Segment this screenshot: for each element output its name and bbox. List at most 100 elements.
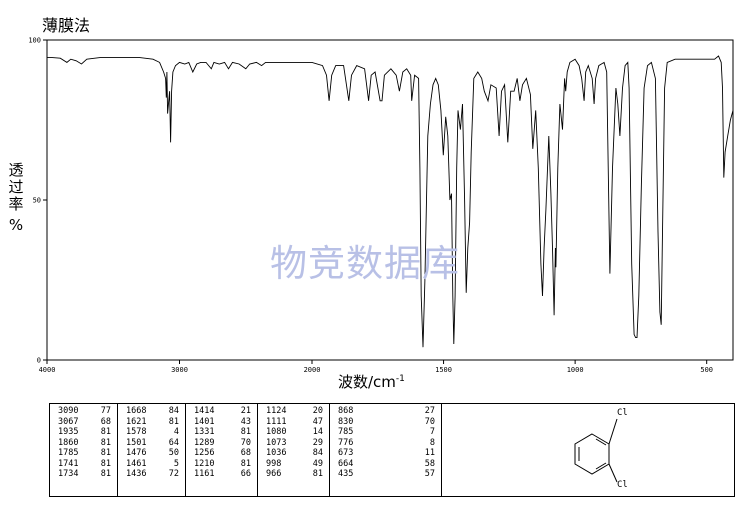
peak-transmittance: 20 — [312, 406, 323, 416]
double-bond — [595, 438, 607, 446]
peak-row: 435 57 — [330, 469, 441, 480]
peak-column: 3090 77 3067 68 1935 81 1860 81 1785 81 1741 81 1734… — [50, 404, 118, 496]
peak-row: 776 8 — [330, 438, 441, 449]
y-axis-ticks: 100 50 0 — [28, 37, 47, 365]
peak-transmittance: 11 — [424, 448, 435, 458]
peak-row: 1401 43 — [186, 417, 257, 428]
peak-wavenumber: 3090 — [58, 406, 79, 416]
peak-transmittance: 8 — [429, 437, 435, 448]
double-bond — [595, 462, 607, 470]
y-axis-label-char: % — [8, 216, 24, 234]
peak-transmittance: 43 — [240, 416, 251, 427]
peak-wavenumber: 664 — [338, 458, 354, 469]
peak-transmittance: 81 — [100, 448, 111, 458]
peak-row: 868 27 — [330, 406, 441, 417]
peak-transmittance: 81 — [240, 458, 251, 469]
peak-wavenumber: 1161 — [194, 469, 215, 479]
y-tick-label: 100 — [28, 37, 41, 45]
x-axis-label-exponent: -1 — [395, 374, 405, 384]
peak-row: 1734 81 — [50, 469, 117, 480]
peak-wavenumber: 3067 — [58, 416, 79, 427]
peak-wavenumber: 1860 — [58, 437, 79, 448]
x-tick-label: 4000 — [39, 366, 56, 374]
structure-panel: Cl Cl — [442, 404, 734, 496]
plot-frame — [46, 39, 734, 361]
peak-row: 1289 70 — [186, 438, 257, 449]
peak-row: 664 58 — [330, 459, 441, 470]
peak-wavenumber: 1401 — [194, 416, 215, 427]
spectrum-line — [47, 55, 734, 348]
peak-transmittance: 70 — [424, 416, 435, 427]
peak-row: 1935 81 — [50, 427, 117, 438]
peak-wavenumber: 1476 — [126, 448, 147, 458]
x-tick-label: 500 — [700, 366, 713, 374]
peak-wavenumber: 1414 — [194, 406, 215, 416]
x-tick-label: 3000 — [171, 366, 188, 374]
y-axis-label-char: 过 — [8, 178, 24, 196]
peak-row: 1124 20 — [258, 406, 329, 417]
peak-table: Cl Cl 3090 77 3067 68 1935 81 1860 81 1785 81 1741… — [49, 403, 735, 497]
peak-transmittance: 81 — [100, 458, 111, 469]
chlorine-label: Cl — [617, 480, 628, 490]
peak-transmittance: 5 — [173, 458, 179, 469]
peak-transmittance: 68 — [240, 448, 251, 458]
peak-transmittance: 70 — [240, 437, 251, 448]
peak-wavenumber: 868 — [338, 406, 354, 416]
peak-row: 1461 5 — [118, 459, 185, 470]
x-axis-label-text: 波数/cm — [338, 373, 396, 391]
peak-row: 830 70 — [330, 417, 441, 428]
peak-row: 1578 4 — [118, 427, 185, 438]
peak-wavenumber: 1080 — [266, 427, 287, 437]
y-tick-label: 0 — [37, 357, 41, 365]
peak-transmittance: 49 — [312, 458, 323, 469]
peak-transmittance: 58 — [424, 458, 435, 469]
peak-transmittance: 81 — [100, 427, 111, 437]
peak-transmittance: 66 — [240, 469, 251, 479]
peak-column: 1414 21 1401 43 1331 81 1289 70 1256 68 1210 81 1161… — [186, 404, 258, 496]
peak-transmittance: 57 — [424, 469, 435, 479]
peak-wavenumber: 1461 — [126, 458, 147, 469]
peak-wavenumber: 1501 — [126, 437, 147, 448]
peak-row: 1621 81 — [118, 417, 185, 428]
peak-row: 1161 66 — [186, 469, 257, 480]
peak-transmittance: 81 — [168, 416, 179, 427]
peak-row: 1073 29 — [258, 438, 329, 449]
peak-transmittance: 47 — [312, 416, 323, 427]
peak-column: 1668 84 1621 81 1578 4 1501 64 1476 50 1461 5 1436 72 — [118, 404, 186, 496]
peak-wavenumber: 1124 — [266, 406, 287, 416]
peak-transmittance: 29 — [312, 437, 323, 448]
y-axis-label-char: 率 — [8, 195, 24, 213]
peak-wavenumber: 1621 — [126, 416, 147, 427]
x-axis-ticks: 4000 3000 2000 1500 1000 500 — [39, 360, 713, 374]
peak-row: 1080 14 — [258, 427, 329, 438]
peak-wavenumber: 1036 — [266, 448, 287, 458]
peak-transmittance: 84 — [168, 406, 179, 416]
peak-wavenumber: 1331 — [194, 427, 215, 437]
peak-transmittance: 81 — [100, 437, 111, 448]
peak-row: 1668 84 — [118, 406, 185, 417]
peak-row: 1256 68 — [186, 448, 257, 459]
peak-row: 1036 84 — [258, 448, 329, 459]
peak-wavenumber: 1111 — [266, 416, 287, 427]
x-tick-label: 1500 — [435, 366, 452, 374]
peak-transmittance: 81 — [240, 427, 251, 437]
peak-row: 1785 81 — [50, 448, 117, 459]
peak-transmittance: 81 — [312, 469, 323, 479]
peak-wavenumber: 1073 — [266, 437, 287, 448]
watermark: 物竞数据库 — [270, 242, 460, 285]
m-dichlorobenzene-structure — [574, 418, 618, 483]
peak-wavenumber: 673 — [338, 448, 354, 458]
peak-transmittance: 7 — [429, 427, 435, 437]
peak-wavenumber: 785 — [338, 427, 354, 437]
peak-row: 998 49 — [258, 459, 329, 470]
peak-transmittance: 68 — [100, 416, 111, 427]
benzene-ring — [574, 433, 610, 475]
peak-transmittance: 50 — [168, 448, 179, 458]
peak-row: 1111 47 — [258, 417, 329, 428]
y-axis-label-char: 透 — [8, 161, 24, 179]
peak-transmittance: 72 — [168, 469, 179, 479]
peak-wavenumber: 1578 — [126, 427, 147, 437]
peak-transmittance: 84 — [312, 448, 323, 458]
peak-wavenumber: 1256 — [194, 448, 215, 458]
